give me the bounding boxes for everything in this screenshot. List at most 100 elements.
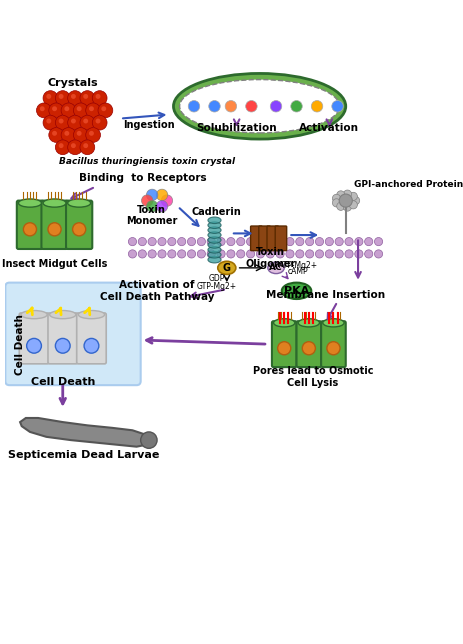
Circle shape	[138, 250, 146, 258]
Circle shape	[349, 201, 357, 209]
Text: Toxin
Oligomer: Toxin Oligomer	[244, 247, 295, 269]
Ellipse shape	[50, 310, 76, 319]
Ellipse shape	[179, 80, 339, 133]
Text: AC: AC	[269, 263, 282, 272]
Text: Pores lead to Osmotic
Cell Lysis: Pores lead to Osmotic Cell Lysis	[252, 366, 372, 388]
Circle shape	[349, 193, 357, 200]
Circle shape	[55, 91, 70, 106]
Text: Solubilization: Solubilization	[196, 124, 276, 133]
Circle shape	[256, 250, 264, 258]
Circle shape	[305, 250, 313, 258]
Circle shape	[236, 250, 244, 258]
Circle shape	[73, 128, 88, 142]
Circle shape	[138, 238, 146, 246]
Circle shape	[351, 196, 359, 205]
Circle shape	[148, 250, 156, 258]
Circle shape	[315, 250, 323, 258]
Text: GPI-anchored Protein: GPI-anchored Protein	[353, 180, 462, 189]
Circle shape	[206, 250, 215, 258]
Circle shape	[161, 195, 172, 206]
Circle shape	[290, 100, 301, 112]
Circle shape	[285, 250, 294, 258]
Circle shape	[64, 106, 69, 111]
Circle shape	[49, 103, 63, 118]
Polygon shape	[20, 418, 149, 447]
Circle shape	[168, 250, 175, 258]
Circle shape	[52, 131, 57, 136]
FancyBboxPatch shape	[17, 200, 43, 249]
Circle shape	[246, 238, 254, 246]
Circle shape	[187, 250, 195, 258]
Circle shape	[89, 106, 94, 111]
Circle shape	[343, 190, 351, 198]
Ellipse shape	[207, 227, 220, 233]
Circle shape	[58, 118, 63, 124]
Circle shape	[374, 250, 382, 258]
Circle shape	[364, 250, 372, 258]
Text: Bacillus thuringiensis toxin crystal: Bacillus thuringiensis toxin crystal	[58, 156, 234, 166]
Circle shape	[95, 94, 100, 99]
Circle shape	[73, 103, 88, 118]
Text: G: G	[222, 263, 230, 273]
Circle shape	[68, 91, 82, 106]
FancyBboxPatch shape	[66, 200, 92, 249]
Circle shape	[84, 338, 99, 353]
Ellipse shape	[267, 262, 284, 274]
Circle shape	[266, 238, 274, 246]
Circle shape	[76, 131, 81, 136]
Circle shape	[95, 118, 100, 124]
Text: Cell Death: Cell Death	[15, 314, 25, 375]
Circle shape	[336, 191, 344, 199]
Circle shape	[225, 100, 236, 112]
Circle shape	[23, 223, 37, 236]
Circle shape	[334, 238, 343, 246]
Circle shape	[156, 189, 168, 201]
FancyBboxPatch shape	[76, 313, 106, 364]
Circle shape	[326, 342, 339, 355]
Text: Membrane Insertion: Membrane Insertion	[265, 290, 384, 300]
Circle shape	[364, 238, 372, 246]
Circle shape	[208, 100, 220, 112]
Circle shape	[277, 342, 290, 355]
Circle shape	[89, 131, 94, 136]
Text: Septicemia Dead Larvae: Septicemia Dead Larvae	[7, 450, 159, 460]
Circle shape	[246, 250, 254, 258]
Circle shape	[128, 250, 136, 258]
Circle shape	[37, 103, 51, 118]
FancyBboxPatch shape	[258, 226, 269, 251]
Circle shape	[48, 223, 61, 236]
Ellipse shape	[322, 319, 344, 327]
Circle shape	[86, 128, 100, 142]
Circle shape	[157, 238, 166, 246]
Circle shape	[61, 128, 76, 142]
Text: Toxin
Monomer: Toxin Monomer	[125, 205, 177, 226]
Circle shape	[177, 238, 185, 246]
Circle shape	[338, 194, 351, 207]
Circle shape	[141, 195, 153, 206]
Circle shape	[156, 200, 168, 212]
Circle shape	[83, 118, 88, 124]
FancyBboxPatch shape	[19, 313, 49, 364]
Ellipse shape	[273, 319, 294, 327]
Circle shape	[217, 250, 225, 258]
Circle shape	[80, 140, 94, 155]
Circle shape	[58, 94, 63, 99]
Circle shape	[188, 100, 199, 112]
Ellipse shape	[207, 242, 220, 248]
Ellipse shape	[21, 310, 47, 319]
Circle shape	[331, 100, 343, 112]
Circle shape	[206, 238, 215, 246]
Circle shape	[83, 94, 88, 99]
Ellipse shape	[207, 222, 220, 229]
Circle shape	[58, 143, 63, 148]
Ellipse shape	[207, 232, 220, 238]
Text: GTP-Mg2+: GTP-Mg2+	[196, 282, 237, 291]
Circle shape	[55, 115, 70, 130]
Circle shape	[343, 203, 351, 211]
FancyBboxPatch shape	[250, 226, 262, 251]
Circle shape	[325, 250, 333, 258]
Circle shape	[148, 238, 156, 246]
FancyBboxPatch shape	[48, 313, 77, 364]
Text: GDP: GDP	[208, 274, 225, 283]
Circle shape	[80, 91, 94, 106]
